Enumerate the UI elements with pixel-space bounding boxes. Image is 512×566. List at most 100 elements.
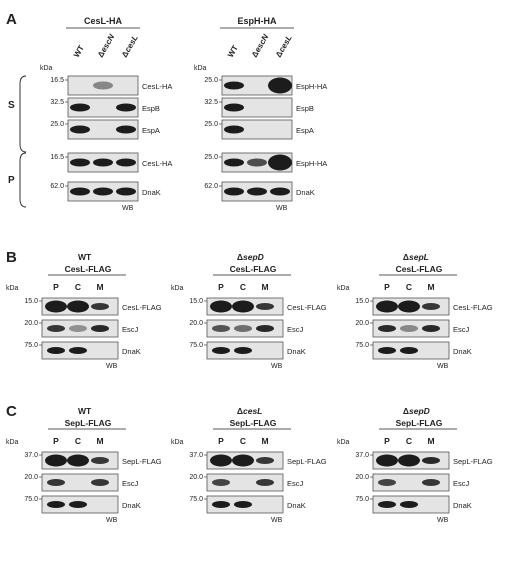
marker-label: 25.0 [204, 121, 218, 128]
protein-label: EspA [296, 126, 314, 135]
marker-label: 15.0 [189, 298, 203, 305]
band [422, 303, 440, 310]
lane-label: C [240, 436, 246, 446]
lane-label: C [75, 436, 81, 446]
band [91, 325, 109, 332]
band [234, 325, 252, 332]
delta-glyph: Δ [250, 49, 261, 59]
lane-label: P [53, 282, 59, 292]
wb-label: WB [276, 205, 288, 212]
protein-label: EspH-HA [296, 159, 327, 168]
blot-row-box [221, 97, 293, 118]
protein-label: CesL-FLAG [122, 303, 162, 312]
blot-row-box [41, 473, 119, 492]
marker-label: 25.0 [204, 154, 218, 161]
band [212, 479, 230, 486]
bracket-s [19, 75, 27, 153]
band [270, 187, 290, 196]
protein-label: DnaK [296, 188, 315, 197]
protein-label: EscJ [287, 479, 304, 488]
protein-label: CesL-HA [142, 159, 172, 168]
band [376, 454, 398, 467]
band [45, 300, 67, 313]
band [422, 325, 440, 332]
band [400, 501, 418, 508]
marker-label: 75.0 [189, 342, 203, 349]
band [247, 158, 267, 167]
lane-label: WT [72, 44, 86, 59]
marker-label: 75.0 [355, 342, 369, 349]
delta-glyph: Δ [237, 252, 243, 262]
wb-label: WB [437, 363, 449, 370]
delta-glyph: Δ [403, 406, 409, 416]
protein-label: CesL-FLAG [287, 303, 327, 312]
marker-label: 20.0 [24, 474, 38, 481]
band [45, 454, 67, 467]
band [232, 454, 254, 467]
band [93, 187, 113, 196]
protein-label: EspB [142, 104, 160, 113]
band [224, 81, 244, 90]
construct-label: CesL-FLAG [230, 264, 277, 274]
protein-label: SepL-FLAG [122, 457, 162, 466]
band [47, 479, 65, 486]
band [116, 103, 136, 112]
lane-label: P [384, 282, 390, 292]
marker-label: 16.5 [50, 77, 64, 84]
band [116, 187, 136, 196]
band [400, 325, 418, 332]
protein-label: EscJ [453, 479, 470, 488]
kda-label: kDa [6, 285, 19, 292]
band [116, 125, 136, 134]
panel-letter-a: A [6, 11, 17, 28]
lane-label: M [96, 282, 103, 292]
marker-label: 32.5 [204, 99, 218, 106]
marker-label: 62.0 [204, 183, 218, 190]
band [210, 300, 232, 313]
band [91, 457, 109, 464]
band [69, 501, 87, 508]
blot-row-box [67, 97, 139, 118]
band [378, 479, 396, 486]
lane-label: escN [99, 33, 116, 54]
band [69, 347, 87, 354]
lane-label: P [218, 436, 224, 446]
bracket-p [19, 152, 27, 208]
protein-label: CesL-HA [142, 82, 172, 91]
marker-label: 62.0 [50, 183, 64, 190]
lane-label: C [75, 282, 81, 292]
band [47, 325, 65, 332]
protein-label: EscJ [122, 479, 139, 488]
blot-row-box [206, 473, 284, 492]
kda-label: kDa [337, 285, 350, 292]
marker-label: 20.0 [24, 320, 38, 327]
band [256, 325, 274, 332]
marker-label: 20.0 [189, 320, 203, 327]
blot-bands [45, 77, 440, 508]
band [70, 187, 90, 196]
lane-label: P [218, 282, 224, 292]
band [47, 347, 65, 354]
band [256, 457, 274, 464]
marker-label: 75.0 [189, 496, 203, 503]
lane-label: M [427, 436, 434, 446]
marker-label: 25.0 [50, 121, 64, 128]
band [378, 347, 396, 354]
protein-label: DnaK [142, 188, 161, 197]
lane-label-group: WT [72, 44, 86, 59]
band [210, 454, 232, 467]
marker-label: 75.0 [24, 496, 38, 503]
band [422, 479, 440, 486]
band [224, 187, 244, 196]
protein-label: DnaK [122, 347, 141, 356]
band [69, 325, 87, 332]
marker-label: 15.0 [355, 298, 369, 305]
blot-row-box [67, 75, 139, 96]
band [67, 454, 89, 467]
